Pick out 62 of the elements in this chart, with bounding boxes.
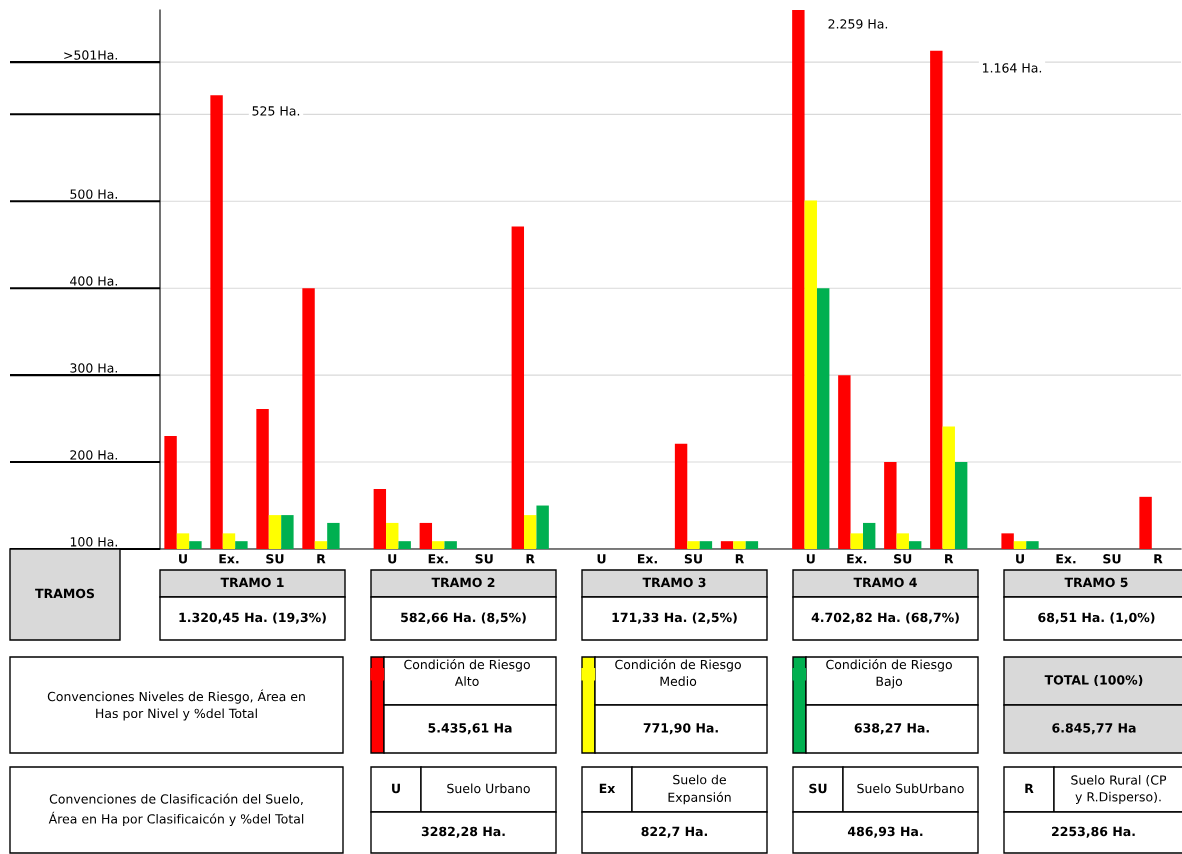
- x-tick-label: Ex.: [847, 554, 867, 564]
- text: 1.320,45 Ha. (19,3%): [179, 612, 326, 624]
- text: Suelo Urbano: [447, 783, 530, 794]
- text: 4.702,82 Ha. (68,7%): [811, 612, 959, 624]
- x-tick-label: R: [945, 554, 954, 564]
- text: Ex: [599, 783, 616, 793]
- y-tick-label: 300 Ha.: [70, 363, 117, 373]
- text: 822,7 Ha.: [641, 826, 707, 838]
- x-tick-label: SU: [684, 554, 702, 564]
- x-tick-label: U: [597, 554, 606, 564]
- text: 171,33 Ha. (2,5%): [612, 612, 737, 624]
- x-tick-label: Ex.: [637, 554, 657, 564]
- x-tick-label: U: [1016, 554, 1024, 564]
- y-tick-label: >501Ha.: [64, 50, 117, 60]
- text: TRAMO 5: [1064, 577, 1128, 588]
- text: 2253,86 Ha.: [1052, 826, 1135, 838]
- x-tick-label: R: [735, 554, 745, 564]
- legend-label: Condición de Riesgo Bajo: [826, 659, 952, 689]
- text: 582,66 Ha. (8,5%): [401, 612, 526, 624]
- y-tick-label: 200 Ha.: [70, 450, 117, 460]
- text: TRAMO 1: [220, 577, 284, 588]
- x-tick-label: U: [179, 554, 187, 564]
- x-tick-label: U: [388, 554, 397, 564]
- text: 486,93 Ha.: [847, 826, 923, 838]
- text: TRAMO 3: [642, 577, 706, 588]
- annotation: 1.164 Ha.: [982, 63, 1042, 73]
- x-tick-label: SU: [1103, 554, 1121, 564]
- text: 68,51 Ha. (1,0%): [1038, 612, 1155, 624]
- x-tick-label: R: [526, 554, 535, 564]
- x-tick-label: U: [806, 554, 815, 564]
- text: 6.845,77 Ha: [1052, 723, 1136, 735]
- x-tick-label: SU: [475, 554, 493, 564]
- y-tick-label: 100 Ha.: [70, 537, 117, 547]
- y-tick-label: 500 Ha.: [70, 189, 117, 199]
- text: TRAMOS: [35, 588, 95, 599]
- x-tick-label: Ex.: [219, 554, 239, 564]
- annotation: 2.259 Ha.: [828, 19, 888, 29]
- x-tick-label: SU: [266, 554, 284, 564]
- text: 771,90 Ha.: [643, 723, 718, 735]
- text: 5.435,61 Ha: [428, 723, 512, 735]
- annotation: 525 Ha.: [252, 106, 300, 116]
- text: 3282,28 Ha.: [421, 826, 505, 838]
- text: 638,27 Ha.: [854, 723, 929, 735]
- legend-label: Condición de Riesgo Alto: [404, 659, 530, 687]
- text: TRAMO 2: [431, 577, 495, 588]
- text: TRAMO 4: [853, 577, 917, 588]
- text: SU: [809, 783, 827, 794]
- y-tick-label: 400 Ha.: [70, 276, 117, 286]
- x-tick-label: SU: [894, 554, 912, 564]
- x-tick-label: R: [1154, 554, 1163, 564]
- text: U: [392, 783, 400, 794]
- text: Suelo Rural (CP y R.Disperso).: [1071, 775, 1167, 804]
- text: R: [1025, 783, 1034, 793]
- x-tick-label: Ex.: [428, 554, 448, 564]
- text: Convenciones de Clasificación del Suelo, Área en Ha por Clasificaicón y %del Total: [48, 793, 304, 827]
- text: TOTAL (100%): [1044, 674, 1143, 687]
- text: Suelo SubUrbano: [857, 783, 964, 794]
- x-tick-label: Ex.: [1056, 554, 1076, 564]
- legend-label: Condición de Riesgo Medio: [615, 659, 741, 687]
- text: Suelo de Expansión: [668, 774, 731, 805]
- x-tick-label: R: [317, 554, 326, 564]
- text: Convenciones Niveles de Riesgo, Área en Has por Nivel y %del Total: [47, 689, 305, 721]
